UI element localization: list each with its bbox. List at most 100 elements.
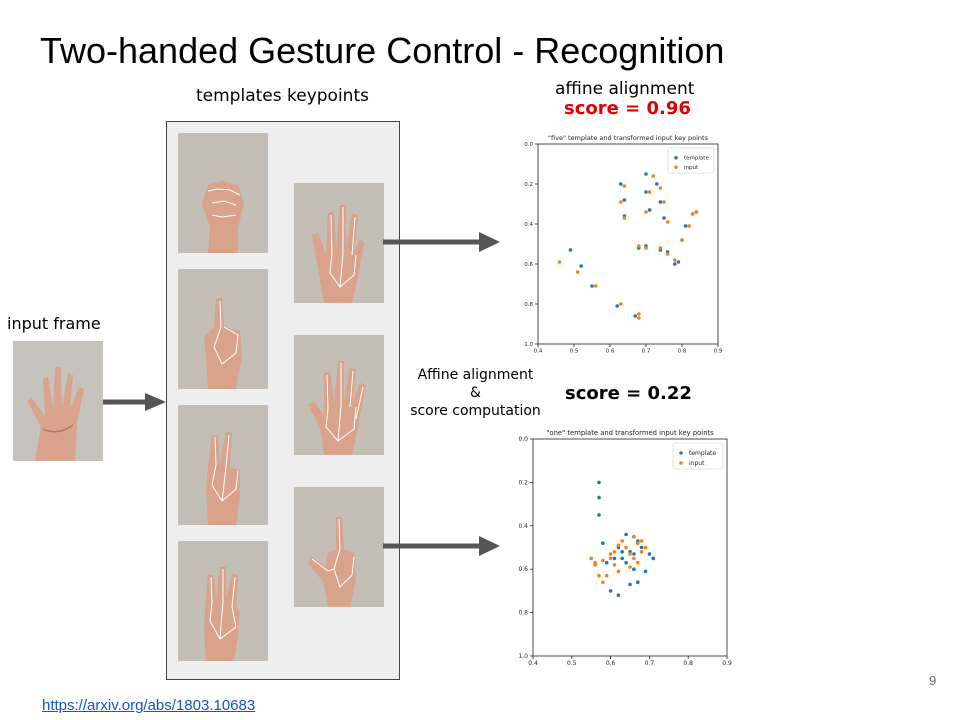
legend-label-template: template <box>689 450 716 457</box>
y-tick-label: 0.8 <box>518 610 528 617</box>
data-point-input <box>665 220 670 224</box>
legend-marker-template <box>674 155 678 160</box>
data-point-input <box>636 560 640 565</box>
data-point-input <box>608 552 613 556</box>
legend-label-template: template <box>684 156 709 162</box>
legend-marker-input <box>679 461 683 465</box>
templates-caption: templates keypoints <box>196 86 369 106</box>
data-point-template <box>636 580 640 584</box>
x-tick-label: 0.4 <box>534 349 543 355</box>
hand-photo-icon <box>178 269 268 389</box>
data-point-template <box>597 480 601 485</box>
data-point-input <box>658 186 663 190</box>
data-point-template <box>633 314 637 318</box>
data-point-input <box>647 190 652 194</box>
x-tick-label: 0.9 <box>714 349 723 355</box>
x-tick-label: 0.8 <box>683 660 693 667</box>
data-point-template <box>647 208 652 212</box>
x-tick-label: 0.9 <box>722 660 732 667</box>
hand-photo-icon <box>294 335 384 455</box>
data-point-input <box>616 569 621 574</box>
data-point-template <box>632 552 636 556</box>
data-point-input <box>612 563 617 567</box>
data-point-input <box>616 543 621 548</box>
data-point-template <box>620 550 624 554</box>
data-point-template <box>608 589 613 593</box>
data-point-template <box>628 582 632 587</box>
data-point-input <box>644 246 648 250</box>
plot-frame <box>537 143 719 345</box>
affine-score-label: Affine alignment & score computation <box>403 366 548 420</box>
data-point-input <box>619 200 623 204</box>
x-tick-label: 0.4 <box>528 660 538 667</box>
score-top: score = 0.96 <box>564 98 691 119</box>
chart-title: "five" template and transformed input ke… <box>548 134 709 142</box>
data-point-input <box>628 565 632 569</box>
data-point-input <box>632 556 636 561</box>
data-point-template <box>644 190 648 194</box>
data-point-input <box>687 224 691 228</box>
data-point-template <box>662 216 666 220</box>
hand-photo-icon <box>178 541 268 661</box>
template-three-photo <box>178 541 268 661</box>
arrow-right-icon <box>383 536 500 556</box>
data-point-input <box>665 252 670 256</box>
data-point-template <box>568 248 573 252</box>
data-point-input <box>643 545 648 550</box>
data-point-input <box>608 556 613 561</box>
data-point-input <box>593 560 597 565</box>
x-tick-label: 0.5 <box>570 349 579 355</box>
hand-photo-icon <box>13 341 103 461</box>
page-number: 9 <box>929 673 937 688</box>
data-point-template <box>658 200 663 204</box>
chart-title: "one" template and transformed input key… <box>546 429 714 437</box>
hand-photo-icon <box>178 405 268 525</box>
data-point-template <box>673 262 677 266</box>
data-point-input <box>601 580 605 584</box>
legend-box <box>672 442 724 470</box>
data-point-template <box>597 495 601 500</box>
y-tick-label: 1.0 <box>518 653 528 660</box>
y-tick-label: 0.8 <box>524 302 533 308</box>
data-point-template <box>590 284 594 288</box>
data-point-input <box>632 534 636 539</box>
data-point-input <box>622 184 627 188</box>
affine-score-label-line2: & <box>470 385 481 401</box>
data-point-template <box>644 172 648 176</box>
data-point-input <box>694 210 699 214</box>
data-point-template <box>622 198 627 202</box>
legend-label-input: input <box>689 460 705 467</box>
data-point-input <box>624 545 628 550</box>
data-point-input <box>620 539 624 543</box>
data-point-input <box>637 316 641 320</box>
data-point-input <box>575 270 580 274</box>
score-bottom: score = 0.22 <box>565 383 692 404</box>
input-frame-caption: input frame <box>7 314 101 333</box>
hand-photo-icon <box>294 183 384 303</box>
data-point-template <box>620 556 624 561</box>
y-tick-label: 0.6 <box>524 262 533 268</box>
data-point-input <box>644 210 648 214</box>
data-point-template <box>683 224 688 228</box>
x-tick-label: 0.5 <box>567 660 577 667</box>
legend-box <box>667 147 715 174</box>
hand-photo-icon <box>294 487 384 607</box>
data-point-input <box>658 246 663 250</box>
arrow-right-icon <box>383 232 500 252</box>
y-tick-label: 0.4 <box>518 523 528 530</box>
data-point-input <box>612 550 617 554</box>
x-tick-label: 0.6 <box>606 660 616 667</box>
x-tick-label: 0.7 <box>645 660 655 667</box>
paper-link[interactable]: https://arxiv.org/abs/1803.10683 <box>42 697 256 714</box>
arrow-right-icon <box>103 393 166 411</box>
template-two-photo <box>178 405 268 525</box>
legend-marker-template <box>679 451 683 455</box>
data-point-input <box>673 258 677 262</box>
affine-caption: affine alignment <box>555 79 695 99</box>
hand-photo-icon <box>178 133 268 253</box>
one-keypoints-plot: "one" template and transformed input key… <box>518 429 732 667</box>
data-point-input <box>662 200 666 204</box>
data-point-template <box>604 560 609 565</box>
data-point-template <box>624 560 628 565</box>
data-point-input <box>557 260 562 264</box>
